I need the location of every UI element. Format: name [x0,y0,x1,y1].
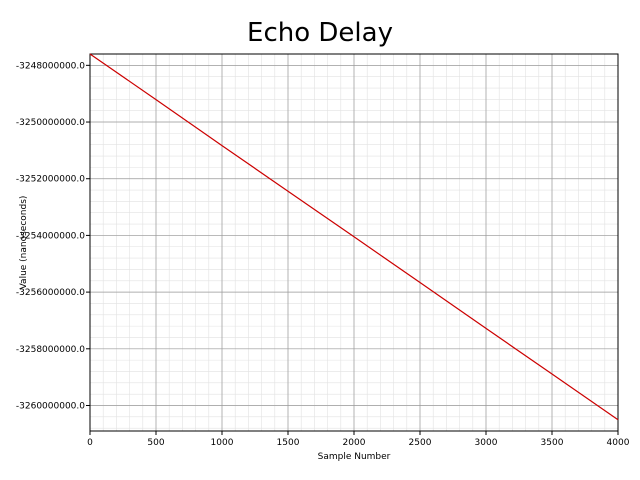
y-tick-label: -3250000000.0 [16,118,85,128]
major-grid [89,54,619,431]
x-tick-label: 500 [147,438,164,448]
x-tick-label: 4000 [607,438,630,448]
x-axis-ticks: 0 500 1000 1500 2000 2500 3000 3500 4000 [87,431,630,448]
x-axis-label: Sample Number [318,452,391,462]
y-tick-label: -3258000000.0 [16,345,85,355]
x-tick-label: 1500 [277,438,300,448]
x-tick-label: 0 [87,438,93,448]
x-tick-label: 3000 [475,438,498,448]
x-tick-label: 2000 [343,438,366,448]
y-tick-label: -3260000000.0 [16,401,85,411]
y-axis-label: Value (nanoseconds) [19,196,29,290]
y-axis-ticks: -3248000000.0 -3250000000.0 -3252000000.0 -… [16,61,90,411]
series-line-echo-delay [89,53,619,421]
chart-title: Echo Delay [247,18,393,48]
x-tick-label: 1000 [211,438,234,448]
y-tick-label: -3256000000.0 [16,288,85,298]
y-tick-label: -3252000000.0 [16,175,85,185]
x-tick-label: 2500 [409,438,432,448]
y-tick-label: -3248000000.0 [16,61,85,71]
x-tick-label: 3500 [541,438,564,448]
y-tick-label: -3254000000.0 [16,231,85,241]
